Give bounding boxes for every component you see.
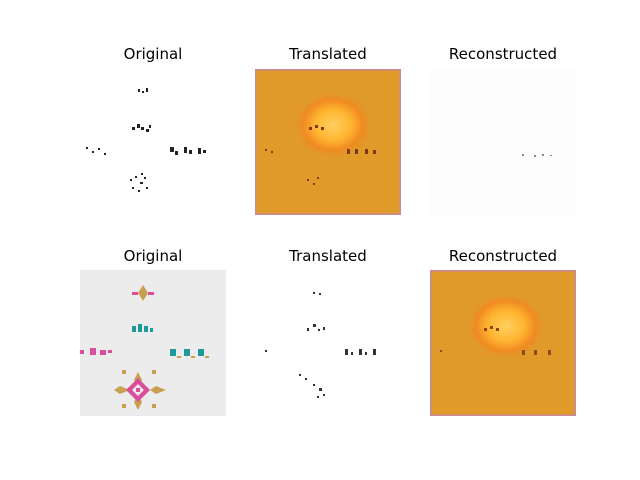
image-r2-reconstructed [430, 270, 576, 416]
title-r1-reconstructed: Reconstructed [448, 45, 558, 63]
image-r1-original [80, 69, 226, 215]
embroidery-fabric-image [80, 285, 209, 410]
image-r1-translated [255, 69, 401, 215]
image-r1-reconstructed [430, 69, 576, 215]
translated-sparse-image [265, 292, 376, 398]
image-r2-original [80, 270, 226, 416]
title-r1-translated: Translated [289, 45, 367, 63]
embroidery-sparse-image [86, 88, 206, 192]
orange-glow-image [255, 69, 401, 215]
title-r1-original: Original [123, 45, 183, 63]
title-r2-original: Original [123, 247, 183, 265]
title-r2-reconstructed: Reconstructed [448, 247, 558, 265]
orange-glow-reconstruction-image [430, 270, 576, 416]
title-r2-translated: Translated [289, 247, 367, 265]
image-r2-translated [255, 270, 401, 416]
faint-reconstruction-image [522, 154, 552, 157]
